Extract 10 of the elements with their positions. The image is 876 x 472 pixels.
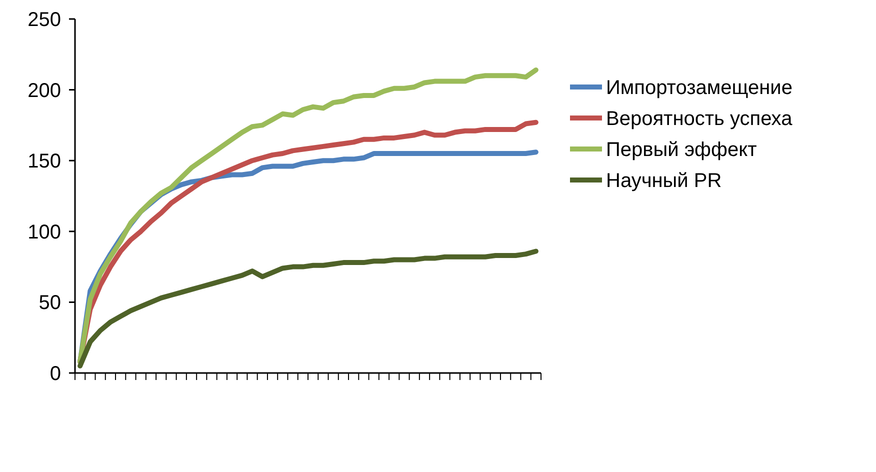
legend-label: Научный PR [606, 170, 722, 192]
y-tick-label: 150 [28, 150, 61, 173]
y-tick-label: 200 [28, 80, 61, 102]
y-tick-label: 0 [50, 363, 61, 385]
y-tick-label: 100 [28, 221, 61, 244]
legend-label: Первый эффект [606, 139, 757, 161]
legend-label: Импортозамещение [606, 77, 792, 99]
y-tick-label: 50 [38, 292, 61, 314]
y-tick-label: 250 [28, 9, 61, 31]
legend-label: Вероятность успеха [606, 108, 794, 130]
